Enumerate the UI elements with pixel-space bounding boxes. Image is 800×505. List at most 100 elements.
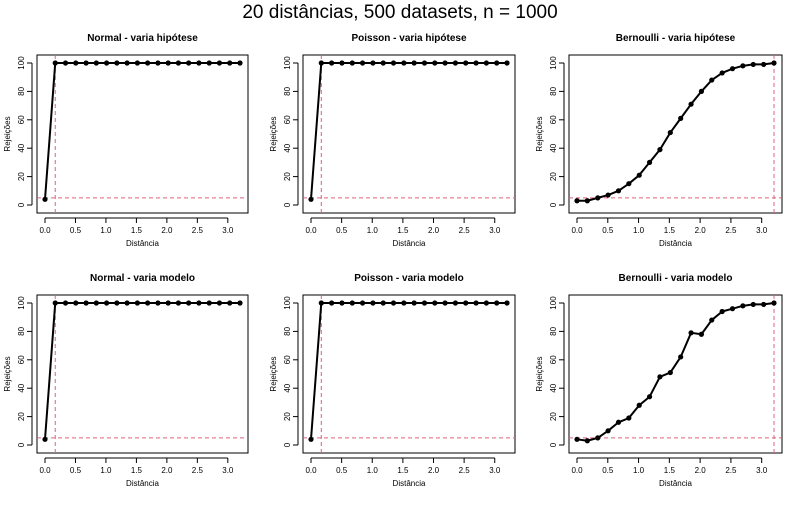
data-point [771, 60, 777, 66]
x-tick-label: 2.0 [161, 226, 173, 235]
data-point [667, 129, 673, 136]
y-tick-label: 100 [17, 296, 26, 310]
data-point [165, 300, 171, 306]
y-axis-label: Rejeições [3, 116, 12, 151]
x-tick-label: 0.0 [571, 466, 583, 475]
data-point [390, 60, 397, 66]
x-tick-label: 0.5 [602, 466, 614, 475]
x-axis-label: Distância [659, 479, 692, 488]
y-axis-label: Rejeições [269, 116, 278, 151]
chart-panel-6: Bernoulli - varia modelo 0.0 0.5 1.0 1.5 2.0 2… [535, 273, 783, 488]
y-tick-label: 20 [17, 412, 26, 421]
x-tick-label: 0.5 [602, 226, 614, 235]
y-tick-label: 60 [549, 355, 558, 364]
data-point [605, 428, 611, 434]
data-point [411, 60, 417, 66]
x-tick-label: 1.5 [131, 466, 143, 475]
data-point [483, 60, 489, 66]
x-tick-label: 0.0 [39, 226, 51, 235]
data-point [595, 435, 601, 441]
y-tick-label: 0 [283, 442, 292, 447]
x-tick-label: 2.0 [695, 226, 707, 235]
data-point [318, 300, 324, 306]
plot-frame [302, 294, 516, 454]
data-point [452, 60, 459, 66]
data-point [104, 300, 110, 306]
data-point [740, 303, 746, 309]
data-point [206, 60, 212, 66]
data-point [688, 330, 694, 336]
x-tick-label: 1.5 [397, 466, 409, 475]
data-point [657, 147, 663, 153]
x-tick-label: 0.5 [336, 226, 348, 235]
series-line [44, 302, 240, 440]
data-point [134, 300, 140, 306]
data-point [359, 300, 366, 306]
y-tick-label: 100 [549, 56, 558, 70]
data-point [114, 300, 120, 306]
x-tick-label: 1.0 [633, 466, 645, 475]
data-point [175, 60, 181, 66]
chart-panel-1: Normal - varia hipótese 0.0 0.5 1.0 1.5 2.0 2.… [3, 33, 249, 248]
data-point [93, 300, 99, 306]
plot-frame [36, 294, 249, 454]
x-tick-label: 3.0 [222, 466, 234, 475]
x-tick-label: 2.0 [695, 466, 707, 475]
x-tick-label: 2.0 [428, 466, 440, 475]
panel-title: Poisson - varia hipótese [351, 33, 466, 44]
series-line [576, 302, 775, 442]
data-point [227, 60, 233, 66]
x-axis-label: Distância [393, 239, 426, 248]
y-tick-label: 100 [549, 296, 558, 310]
data-point [186, 300, 192, 306]
data-point [227, 300, 233, 306]
data-point [442, 60, 448, 66]
x-tick-label: 1.5 [131, 226, 143, 235]
data-point [698, 331, 705, 337]
data-point [729, 306, 736, 312]
data-point [216, 300, 223, 306]
data-point [473, 300, 479, 306]
x-axis-label: Distância [393, 479, 426, 488]
plot-frame [36, 54, 249, 214]
y-tick-label: 0 [17, 202, 26, 207]
data-point [761, 301, 767, 308]
data-point [626, 181, 632, 187]
data-point [134, 60, 140, 66]
data-point [463, 60, 469, 66]
y-tick-label: 100 [283, 296, 292, 310]
y-tick-label: 80 [17, 86, 26, 95]
x-tick-label: 0.0 [305, 226, 317, 235]
data-point [206, 300, 212, 306]
data-point [52, 300, 58, 306]
data-point [349, 300, 355, 306]
y-tick-label: 0 [283, 202, 292, 207]
chart-panel-2: Poisson - varia hipótese 0.0 0.5 1.0 1.5 2.0 2… [269, 33, 516, 248]
x-tick-label: 0.5 [70, 226, 82, 235]
y-tick-label: 20 [283, 172, 292, 181]
y-axis-label: Rejeições [269, 356, 278, 391]
data-point [432, 300, 438, 306]
panel-title: Normal - varia hipótese [87, 33, 198, 44]
data-point [165, 60, 171, 66]
x-tick-label: 2.5 [459, 466, 471, 475]
data-point [574, 436, 580, 442]
data-point [729, 66, 736, 72]
data-point [83, 300, 89, 306]
y-tick-label: 60 [17, 355, 26, 364]
data-point [657, 374, 663, 380]
data-point [370, 60, 376, 66]
x-tick-label: 2.0 [161, 466, 173, 475]
data-point [52, 60, 58, 66]
data-point [401, 60, 407, 66]
data-point [504, 60, 510, 66]
y-tick-label: 20 [549, 172, 558, 181]
data-point [237, 60, 243, 66]
x-tick-label: 2.5 [725, 466, 737, 475]
x-tick-label: 1.0 [100, 226, 112, 235]
data-point [636, 402, 642, 408]
data-point [104, 60, 110, 66]
data-point [83, 60, 89, 66]
data-point [237, 300, 243, 306]
